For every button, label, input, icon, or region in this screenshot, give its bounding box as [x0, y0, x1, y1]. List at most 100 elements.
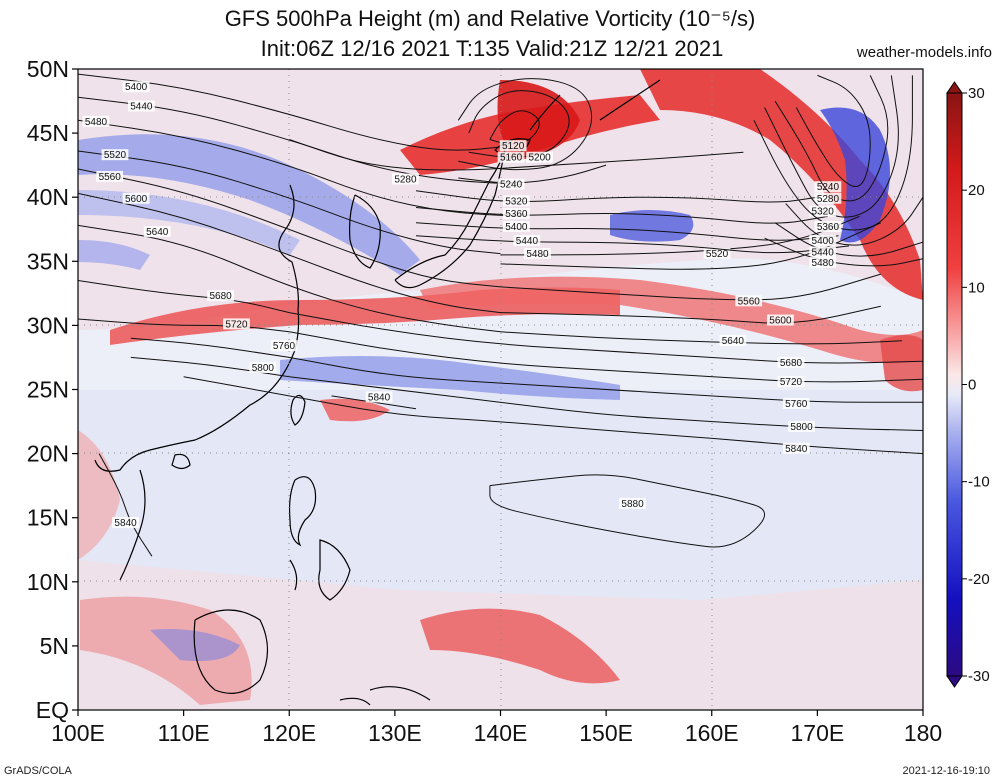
- lon-tick-label: 140E: [474, 720, 528, 746]
- height-contour-5280: [289, 139, 744, 171]
- contour-label-bg: [502, 220, 530, 232]
- blue-wave-band: [280, 356, 620, 400]
- lat-tick-label: EQ: [36, 697, 69, 723]
- lat-tick-label: 20N: [27, 441, 69, 467]
- contour-label-bg: [365, 391, 393, 403]
- red-patch-southwest: [80, 596, 252, 705]
- contour-label: 5400: [505, 222, 528, 233]
- lat-tick-label: 30N: [27, 312, 69, 338]
- coast-philippines-south: [289, 539, 351, 601]
- colorbar-tick-label: -30: [968, 668, 990, 685]
- height-contour-5160: [468, 90, 570, 158]
- contour-label-bg: [502, 195, 530, 207]
- contour-label-bg: [223, 318, 250, 330]
- lat-tick-label: 5N: [40, 633, 69, 659]
- contour-label-bg: [777, 376, 805, 388]
- blue-patch-east: [610, 210, 694, 242]
- blue-streak-northwest: [78, 134, 420, 275]
- lon-tick-label: 160E: [685, 720, 739, 746]
- contour-label: 5440: [516, 236, 539, 247]
- lat-tick-label: 15N: [27, 505, 69, 531]
- contour-label-bg: [703, 247, 731, 259]
- contour-label-bg: [143, 226, 171, 238]
- lon-tick-label: 110E: [158, 720, 210, 746]
- contour-label-bg: [526, 151, 553, 163]
- coast-new-guinea: [339, 686, 431, 706]
- height-contour-5560: [500, 273, 881, 301]
- contour-label: 5120: [502, 141, 525, 152]
- height-contour-5880: [489, 474, 766, 548]
- lon-tick-label: 130E: [368, 720, 422, 746]
- contour-label-bg: [814, 220, 842, 232]
- contour-label: 5480: [85, 117, 108, 128]
- height-contour-5840: [331, 395, 417, 410]
- coast-taiwan: [290, 394, 306, 426]
- map-title-line2: Init:06Z 12/16 2021 T:135 Valid:21Z 12/2…: [260, 36, 724, 61]
- lon-tick-label: 180: [904, 720, 942, 746]
- contour-label-bg: [502, 208, 530, 220]
- coast-sakhalin-kamchatka: [529, 79, 661, 131]
- height-contour-5280: [774, 75, 889, 202]
- contour-label: 5440: [812, 248, 835, 259]
- contour-label: 5560: [738, 296, 761, 307]
- red-patch-southcentral: [420, 608, 620, 684]
- lat-tick-label: 45N: [27, 120, 69, 146]
- contour-label: 5680: [209, 291, 232, 302]
- contour-label: 5640: [722, 336, 745, 347]
- lon-tick-label: 150E: [579, 720, 633, 746]
- footer-right: 2021-12-16-19:10: [902, 765, 990, 777]
- contour-label: 5440: [130, 101, 153, 112]
- colorbar-tick-label: -10: [968, 474, 990, 491]
- contour-label: 5520: [706, 249, 729, 260]
- height-contour-5760: [130, 337, 290, 358]
- height-contour-5240: [795, 74, 871, 187]
- contour-label: 5880: [621, 499, 644, 510]
- height-contour-5760: [289, 356, 923, 403]
- graticule: [78, 69, 923, 710]
- blue-low-northeast: [820, 107, 890, 243]
- contour-label: 5600: [125, 194, 148, 205]
- contour-label-bg: [777, 356, 805, 368]
- contour-label-bg: [82, 115, 110, 127]
- height-contour-5720: [289, 331, 923, 383]
- contour-label-bg: [112, 517, 139, 529]
- colorbar-top-arrow: [946, 81, 963, 94]
- contour-label-bg: [122, 192, 150, 204]
- northern-mixed-band: [78, 69, 923, 330]
- height-contour-5600: [78, 192, 501, 314]
- colorbar-tick-label: 0: [968, 377, 976, 394]
- height-contour-5800: [289, 376, 923, 431]
- contour-label-bg: [127, 100, 155, 112]
- contour-label-bg: [207, 290, 234, 302]
- blue-streak-north: [78, 190, 300, 255]
- height-contour-5840: [183, 376, 923, 455]
- contour-label: 5840: [368, 392, 391, 403]
- contour-label: 5280: [394, 175, 417, 186]
- lat-tick-label: 40N: [27, 184, 69, 210]
- contour-label-bg: [814, 192, 842, 204]
- colorbar: 30 20 10 0 -10 -20 -30: [946, 81, 990, 688]
- colorbar-bottom-arrow: [946, 675, 963, 688]
- contour-label-bg: [497, 151, 525, 163]
- height-contour-5680: [289, 312, 923, 364]
- height-contour-5200: [457, 78, 593, 171]
- site-label: weather-models.info: [856, 44, 992, 61]
- contour-label: 5320: [812, 207, 835, 218]
- contour-label-bg: [497, 178, 525, 190]
- height-contour-5480: [78, 119, 522, 217]
- contour-label: 5600: [769, 316, 792, 327]
- map-title-line1: GFS 500hPa Height (m) and Relative Vorti…: [224, 6, 756, 31]
- contour-label: 5560: [99, 172, 122, 183]
- height-contour-5320: [415, 190, 818, 203]
- map-axes: 100E 110E 120E 130E 140E 150E 160E 170E 180 EQ 5N 1…: [27, 56, 942, 746]
- coastlines: [94, 79, 661, 706]
- contour-label: 5760: [273, 341, 296, 352]
- lat-tick-label: 25N: [27, 377, 69, 403]
- height-contour-5400: [415, 222, 839, 241]
- contour-label-bg: [788, 420, 815, 432]
- contour-label-bg: [809, 246, 837, 258]
- contour-label: 5240: [817, 182, 840, 193]
- contour-label-bg: [735, 295, 763, 307]
- contour-label: 5720: [225, 319, 248, 330]
